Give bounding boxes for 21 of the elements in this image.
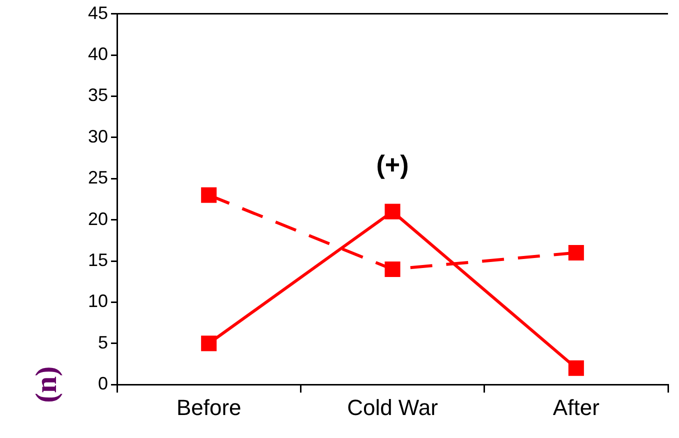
y-tick-label: 0 <box>98 374 108 394</box>
point <box>384 261 400 278</box>
point <box>384 204 400 220</box>
y-tick-label: 20 <box>88 208 108 229</box>
point <box>201 336 217 352</box>
y-tick-label: 40 <box>88 44 108 64</box>
y-tick-label: 30 <box>88 126 108 146</box>
y-tick-label: 15 <box>88 250 108 270</box>
annotation: (+) <box>376 150 409 180</box>
x-tick-label: After <box>552 394 600 420</box>
y-tick-label: 45 <box>88 2 108 23</box>
y-tick-label: 35 <box>88 85 108 106</box>
point <box>568 360 584 376</box>
y-tick-label: 5 <box>98 332 108 352</box>
text: (n) <box>30 366 63 403</box>
point <box>568 244 584 261</box>
x-tick-label: Before <box>176 394 242 420</box>
point <box>201 187 217 203</box>
y-tick-label: 25 <box>88 168 108 188</box>
x-tick-label: Cold War <box>347 394 438 420</box>
y-tick-label: 10 <box>88 291 108 312</box>
